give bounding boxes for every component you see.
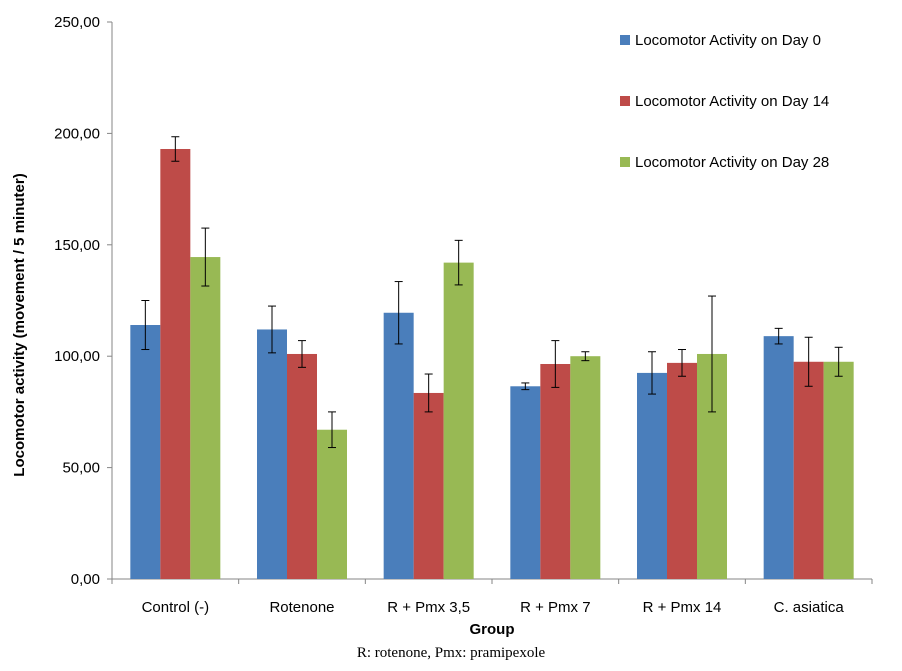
x-tick-label: R + Pmx 7 — [520, 599, 590, 616]
bar — [570, 356, 601, 579]
y-tick-label: 100,00 — [54, 348, 100, 365]
y-tick-label: 150,00 — [54, 237, 100, 254]
y-tick-label: 200,00 — [54, 125, 100, 142]
legend: Locomotor Activity on Day 0 Locomotor Act… — [620, 32, 829, 171]
x-tick-label: Rotenone — [269, 599, 334, 616]
legend-label: Locomotor Activity on Day 28 — [635, 154, 829, 171]
bar-chart: Locomotor activity (movement / 5 minuter… — [11, 14, 873, 638]
footnote: R: rotenone, Pmx: pramipexole — [356, 645, 546, 661]
y-axis-title: Locomotor activity (movement / 5 minuter… — [11, 173, 28, 476]
bar — [383, 312, 414, 579]
bar — [443, 262, 474, 579]
bar — [160, 148, 191, 579]
x-tick-label: C. asiatica — [774, 599, 845, 616]
y-tick-label: 0,00 — [71, 571, 100, 588]
legend-swatch — [620, 157, 630, 167]
legend-swatch — [620, 35, 630, 45]
y-tick-label: 50,00 — [62, 460, 100, 477]
bar — [823, 361, 854, 579]
x-axis-title: Group — [470, 621, 515, 638]
legend-swatch — [620, 96, 630, 106]
plot-area: 0,00 50,00 100,00 150,00 200,00 250,00 Control… — [54, 14, 873, 616]
bar — [130, 325, 161, 579]
bar — [667, 362, 697, 579]
bar — [287, 353, 317, 579]
bar — [257, 329, 287, 579]
bar — [317, 429, 347, 579]
bar — [637, 372, 667, 579]
legend-label: Locomotor Activity on Day 0 — [635, 32, 821, 49]
bar — [413, 392, 444, 579]
bar — [540, 363, 571, 579]
bar — [793, 361, 824, 579]
x-tick-label: Control (-) — [142, 599, 210, 616]
bar — [510, 386, 541, 579]
bar — [190, 257, 221, 579]
y-tick-label: 250,00 — [54, 14, 100, 31]
bar — [763, 336, 794, 579]
x-tick-label: R + Pmx 3,5 — [387, 599, 470, 616]
legend-label: Locomotor Activity on Day 14 — [635, 93, 829, 110]
x-tick-label: R + Pmx 14 — [643, 599, 722, 616]
